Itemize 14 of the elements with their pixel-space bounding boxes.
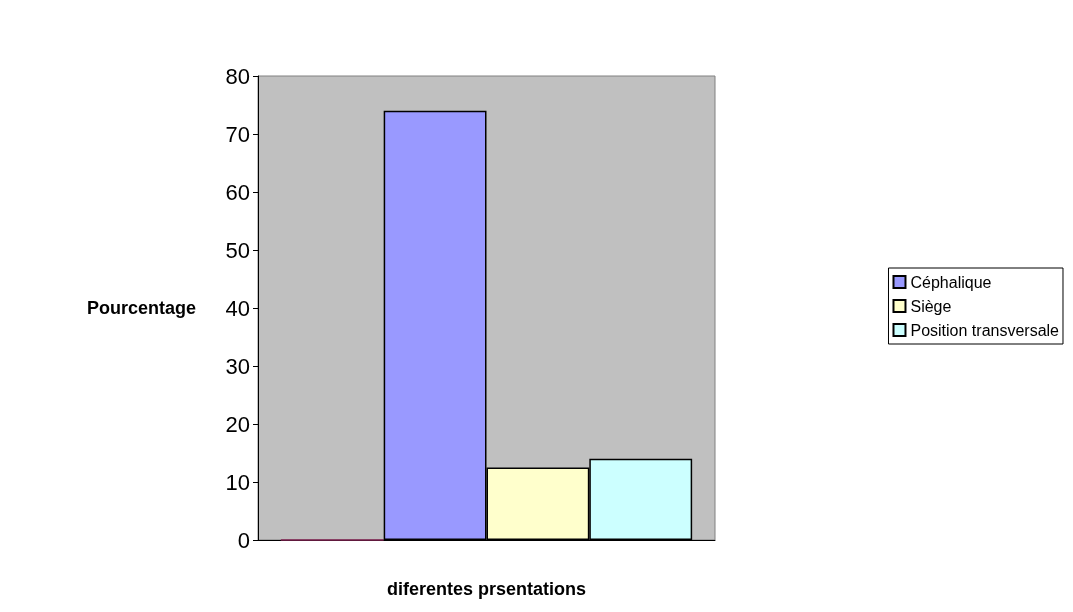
y-tick-label: 10 bbox=[225, 469, 250, 495]
y-tick-label: 60 bbox=[225, 179, 250, 205]
y-tick-label: 20 bbox=[225, 411, 250, 437]
y-tick-label: 40 bbox=[225, 295, 250, 321]
y-tick-label: 50 bbox=[225, 237, 250, 263]
y-tick-label: 30 bbox=[225, 353, 250, 379]
y-tick-label: 0 bbox=[237, 527, 250, 553]
y-axis-title: Pourcentage bbox=[86, 298, 196, 318]
y-tick-label: 70 bbox=[225, 121, 250, 147]
legend-label: Position transversale bbox=[910, 321, 1060, 339]
y-tick-label: 80 bbox=[225, 63, 250, 89]
legend-label: Siège bbox=[910, 297, 952, 315]
legend-label: Céphalique bbox=[910, 273, 992, 291]
x-axis-title: diferentes prsentations bbox=[386, 579, 587, 599]
